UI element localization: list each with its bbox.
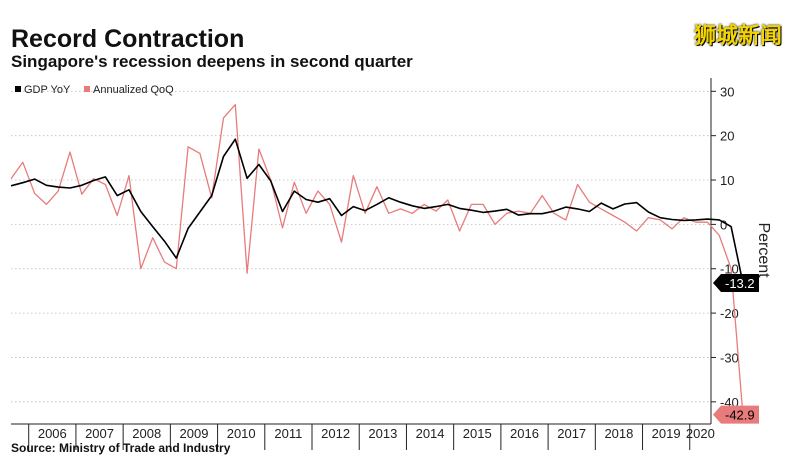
y-tick-label: -10 [720, 262, 739, 277]
x-tick-label: 2019 [652, 426, 681, 441]
watermark: 狮城新闻 [693, 23, 782, 48]
chart-subtitle: Singapore's recession deepens in second … [11, 52, 413, 71]
x-tick-label: 2018 [604, 426, 633, 441]
end-flag-label: -42.9 [725, 408, 755, 423]
source-note: Source: Ministry of Trade and Industry [11, 441, 231, 455]
y-tick-label: -20 [720, 306, 739, 321]
series-line-annualized-qoq [10, 103, 744, 415]
y-tick-label: 20 [720, 129, 734, 144]
x-tick-label: 2016 [510, 426, 539, 441]
x-tick-labels: 2006 2007 2008 2009 2010 2011 2012 2013 2014 2015… [38, 426, 715, 441]
legend-label-annualized-qoq: Annualized QoQ [93, 84, 174, 96]
end-value-flags: -13.2 -42.9 [713, 273, 759, 424]
x-tick-label: 2008 [132, 426, 161, 441]
legend: GDP YoY Annualized QoQ [15, 84, 174, 96]
x-tick-label: 2015 [463, 426, 492, 441]
x-tick-label: 2011 [274, 426, 302, 441]
series-line-gdp-yoy [10, 138, 744, 284]
x-tick-label: 2013 [368, 426, 397, 441]
x-tick-label: 2014 [416, 426, 445, 441]
y-tick-label: 10 [720, 173, 734, 188]
end-flag-label: -13.2 [725, 276, 755, 291]
x-tick-label: 2017 [557, 426, 586, 441]
x-tick-label: 2012 [321, 426, 350, 441]
x-tick-label: 2006 [38, 426, 67, 441]
x-tick-label: 2009 [180, 426, 209, 441]
series-lines [10, 103, 744, 415]
legend-swatch-annualized-qoq [84, 86, 90, 92]
x-tick-label: 2010 [227, 426, 256, 441]
x-tick-label: 2020 [686, 426, 715, 441]
x-tick-label: 2007 [85, 426, 114, 441]
y-tick-label: -30 [720, 350, 739, 365]
end-flag-gdp-yoy [713, 273, 759, 292]
axes [11, 78, 716, 450]
legend-label-gdp-yoy: GDP YoY [24, 84, 71, 96]
gridlines [11, 90, 711, 403]
y-tick-label: 0 [720, 217, 727, 232]
chart-title: Record Contraction [11, 25, 245, 53]
y-tick-label: 30 [720, 84, 734, 99]
legend-swatch-gdp-yoy [15, 86, 21, 92]
y-axis-label: Percent [755, 222, 772, 278]
end-flag-annualized-qoq [713, 405, 759, 424]
